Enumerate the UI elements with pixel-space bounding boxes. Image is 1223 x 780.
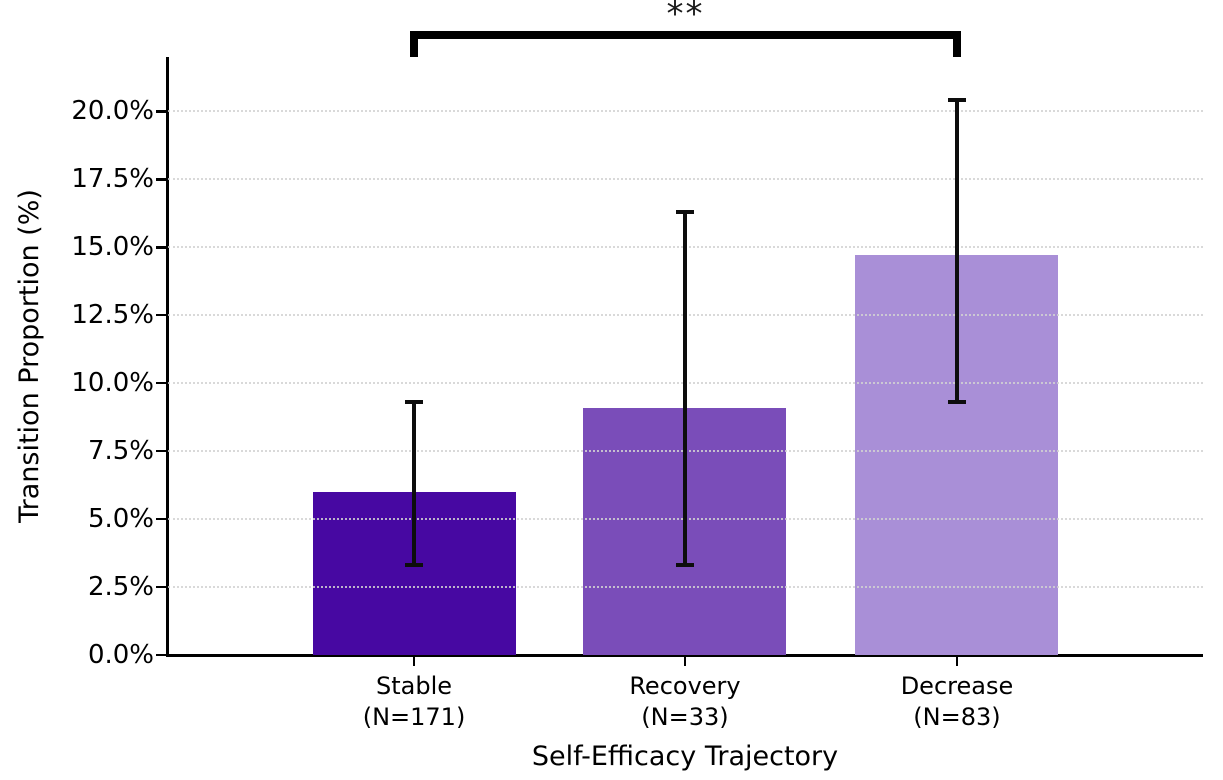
error-bar-line <box>954 100 959 403</box>
y-tick-mark <box>156 585 168 589</box>
significance-bracket-bar <box>410 31 961 39</box>
x-tick-mark <box>683 655 687 666</box>
gridline-17.5% <box>168 178 1203 181</box>
error-bar-cap <box>947 400 966 405</box>
significance-bracket-tick <box>952 31 961 57</box>
error-bar-cap <box>947 98 966 103</box>
y-tick-mark <box>156 449 168 453</box>
y-axis-spine <box>166 57 169 657</box>
gridline-2.5% <box>168 586 1203 589</box>
y-tick-label: 5.0% <box>87 504 154 535</box>
x-axis-title: Self-Efficacy Trajectory <box>531 741 839 772</box>
x-tick-label-stable: Stable (N=171) <box>362 672 466 731</box>
x-tick-mark <box>955 655 959 666</box>
y-axis-title: Transition Proportion (%) <box>14 189 45 523</box>
error-bar-cap <box>405 400 424 405</box>
x-tick-label-recovery: Recovery (N=33) <box>629 672 741 731</box>
gridline-20.0% <box>168 110 1203 113</box>
error-bar-line <box>682 211 687 566</box>
y-tick-mark <box>156 313 168 317</box>
y-tick-label: 17.5% <box>71 164 154 195</box>
error-bar-cap <box>675 209 694 214</box>
error-bar-cap <box>405 563 424 568</box>
error-bar-line <box>412 402 417 566</box>
y-tick-mark <box>156 246 168 249</box>
y-tick-label: 20.0% <box>71 96 154 127</box>
y-tick-mark <box>156 653 168 657</box>
y-tick-label: 7.5% <box>87 436 154 467</box>
y-tick-mark <box>156 381 168 385</box>
y-tick-label: 2.5% <box>87 572 154 603</box>
y-tick-label: 12.5% <box>71 300 154 331</box>
y-tick-mark <box>156 178 168 181</box>
significance-label: ** <box>666 0 705 34</box>
y-tick-label: 0.0% <box>87 640 154 670</box>
significance-bracket-tick <box>410 31 419 57</box>
y-tick-mark <box>156 110 168 113</box>
x-tick-label-decrease: Decrease (N=83) <box>900 672 1014 731</box>
error-bar-cap <box>675 563 694 568</box>
y-tick-label: 10.0% <box>71 368 154 399</box>
y-tick-mark <box>156 517 168 521</box>
y-tick-label: 15.0% <box>71 232 154 263</box>
x-tick-mark <box>412 655 416 666</box>
